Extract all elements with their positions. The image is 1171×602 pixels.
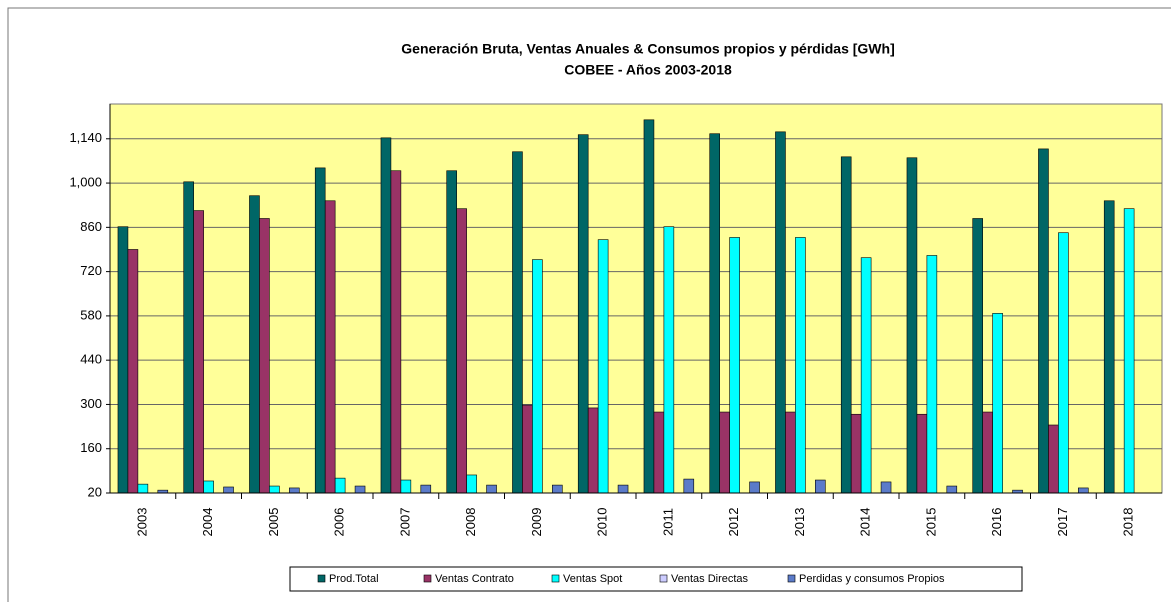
y-tick-label: 300 xyxy=(80,396,102,411)
x-tick-label: 2007 xyxy=(397,508,412,537)
y-tick-label: 440 xyxy=(80,352,102,367)
bar xyxy=(775,131,786,494)
legend xyxy=(289,566,1023,592)
legend-swatch xyxy=(551,574,560,583)
bar xyxy=(1103,200,1115,494)
x-tick-label: 2009 xyxy=(529,508,544,537)
bar xyxy=(683,478,695,494)
x-tick-label: 2012 xyxy=(726,508,741,537)
x-tick-label: 2018 xyxy=(1121,508,1136,537)
legend-swatch xyxy=(423,574,432,583)
legend-swatch xyxy=(317,574,326,583)
bar xyxy=(906,157,918,494)
bar xyxy=(617,484,629,494)
bar xyxy=(512,151,523,494)
bar xyxy=(314,167,326,494)
x-tick-label: 2013 xyxy=(792,508,807,537)
legend-label: Ventas Contrato xyxy=(435,573,514,585)
legend-label: Prod.Total xyxy=(329,573,379,585)
bar xyxy=(860,257,872,494)
bar xyxy=(749,481,760,494)
bar xyxy=(390,170,402,494)
bar xyxy=(972,218,983,494)
bar xyxy=(354,485,366,494)
bar xyxy=(577,134,589,494)
legend-label: Ventas Spot xyxy=(563,573,622,585)
bar xyxy=(815,479,826,494)
bar xyxy=(466,474,477,494)
y-tick-label: 580 xyxy=(80,307,102,322)
x-tick-label: 2016 xyxy=(989,508,1004,537)
bar xyxy=(137,483,149,494)
bar xyxy=(486,484,497,494)
x-tick-label: 2014 xyxy=(858,508,873,537)
bar xyxy=(1078,487,1089,494)
bar xyxy=(127,249,139,494)
legend-label: Perdidas y consumos Propios xyxy=(799,573,945,585)
legend-swatch xyxy=(787,574,796,583)
bar xyxy=(926,255,938,494)
x-tick-label: 2005 xyxy=(266,508,281,537)
bar xyxy=(420,484,432,494)
bar xyxy=(223,486,234,494)
bar xyxy=(400,479,412,494)
bar xyxy=(183,181,194,494)
bar xyxy=(552,484,563,494)
bar xyxy=(1123,208,1135,494)
x-tick-label: 2004 xyxy=(200,508,215,537)
bar xyxy=(203,480,214,494)
y-tick-label: 20 xyxy=(88,484,102,499)
bar xyxy=(880,481,892,494)
bar xyxy=(840,156,852,494)
bar xyxy=(117,226,129,494)
bar xyxy=(653,411,665,494)
bar xyxy=(269,485,280,494)
x-tick-label: 2017 xyxy=(1055,508,1070,537)
y-tick-label: 720 xyxy=(80,263,102,278)
bar xyxy=(249,195,260,494)
chart-title: Generación Bruta, Ventas Anuales & Consu… xyxy=(401,41,894,57)
bar xyxy=(663,226,675,494)
bar xyxy=(380,137,392,494)
bar xyxy=(334,477,346,494)
bar xyxy=(719,411,730,494)
bar xyxy=(982,411,993,494)
x-tick-label: 2010 xyxy=(595,508,610,537)
bar xyxy=(795,237,806,494)
x-tick-label: 2008 xyxy=(463,508,478,537)
bar xyxy=(522,404,533,494)
bar xyxy=(446,170,457,494)
y-tick-label: 1,140 xyxy=(69,130,102,145)
chart-subtitle: COBEE - Años 2003-2018 xyxy=(564,62,732,78)
bar xyxy=(643,119,655,494)
bar xyxy=(1058,232,1069,494)
bar xyxy=(193,210,204,494)
bar xyxy=(916,413,928,494)
x-tick-label: 2011 xyxy=(660,508,675,536)
bar xyxy=(992,313,1003,494)
y-tick-label: 160 xyxy=(80,440,102,455)
y-tick-label: 860 xyxy=(80,219,102,234)
bar xyxy=(1048,424,1059,494)
x-tick-label: 2015 xyxy=(923,508,938,537)
bar xyxy=(587,407,599,494)
bar xyxy=(709,133,720,494)
bar xyxy=(289,487,300,494)
bar xyxy=(259,218,270,494)
x-tick-label: 2003 xyxy=(134,508,149,537)
bar xyxy=(456,208,467,494)
legend-label: Ventas Directas xyxy=(671,573,749,585)
bar xyxy=(850,413,862,494)
bar xyxy=(946,485,958,494)
bar xyxy=(1038,148,1049,494)
x-tick-label: 2006 xyxy=(332,508,347,537)
bar xyxy=(532,259,543,494)
legend-swatch xyxy=(659,574,668,583)
bar xyxy=(785,411,796,494)
bar xyxy=(597,239,609,494)
bar xyxy=(324,200,336,494)
y-tick-label: 1,000 xyxy=(69,175,102,190)
bar xyxy=(729,237,740,494)
